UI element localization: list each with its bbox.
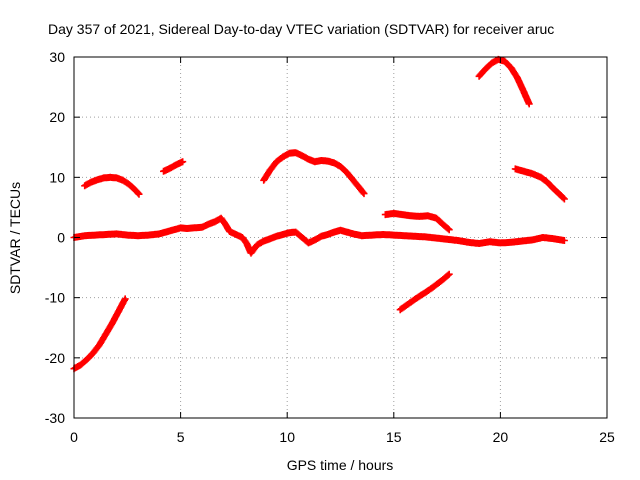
series-arc-5h bbox=[160, 158, 187, 175]
x-tick-label: 5 bbox=[177, 429, 185, 445]
x-tick-label: 20 bbox=[493, 429, 509, 445]
y-tick-label: -20 bbox=[45, 350, 65, 366]
y-tick-label: -10 bbox=[45, 290, 65, 306]
series-arc-10h bbox=[260, 149, 368, 198]
y-tick-label: 10 bbox=[49, 169, 65, 185]
series-arc-16h-lower bbox=[396, 270, 453, 314]
x-tick-label: 0 bbox=[70, 429, 78, 445]
data-point-marks bbox=[475, 55, 533, 108]
chart-title: Day 357 of 2021, Sidereal Day-to-day VTE… bbox=[48, 21, 554, 37]
data-point-marks bbox=[381, 209, 453, 234]
x-axis-title: GPS time / hours bbox=[287, 457, 394, 473]
series-arc-22h bbox=[511, 165, 568, 203]
series-arc-16h-upper bbox=[381, 209, 453, 234]
x-tick-label: 25 bbox=[599, 429, 615, 445]
x-tick-label: 10 bbox=[279, 429, 295, 445]
y-tick-label: 0 bbox=[57, 230, 65, 246]
x-tick-label: 15 bbox=[386, 429, 402, 445]
axis-ticks: 0 5 10 15 20 25 -30 -20 -10 0 10 20 30 bbox=[45, 49, 615, 445]
y-axis-title: SDTVAR / TECUs bbox=[7, 182, 23, 294]
y-tick-label: 20 bbox=[49, 109, 65, 125]
data-marks bbox=[70, 55, 568, 373]
y-tick-label: -30 bbox=[45, 410, 65, 426]
series-arc-20h-peak bbox=[475, 55, 533, 108]
data-point-marks bbox=[81, 173, 143, 198]
data-point-marks bbox=[511, 165, 568, 203]
data-point-marks bbox=[160, 158, 187, 175]
series-arc-early-high bbox=[81, 173, 143, 198]
y-tick-label: 30 bbox=[49, 49, 65, 65]
data-point-marks bbox=[396, 270, 453, 314]
data-point-marks bbox=[260, 149, 368, 198]
